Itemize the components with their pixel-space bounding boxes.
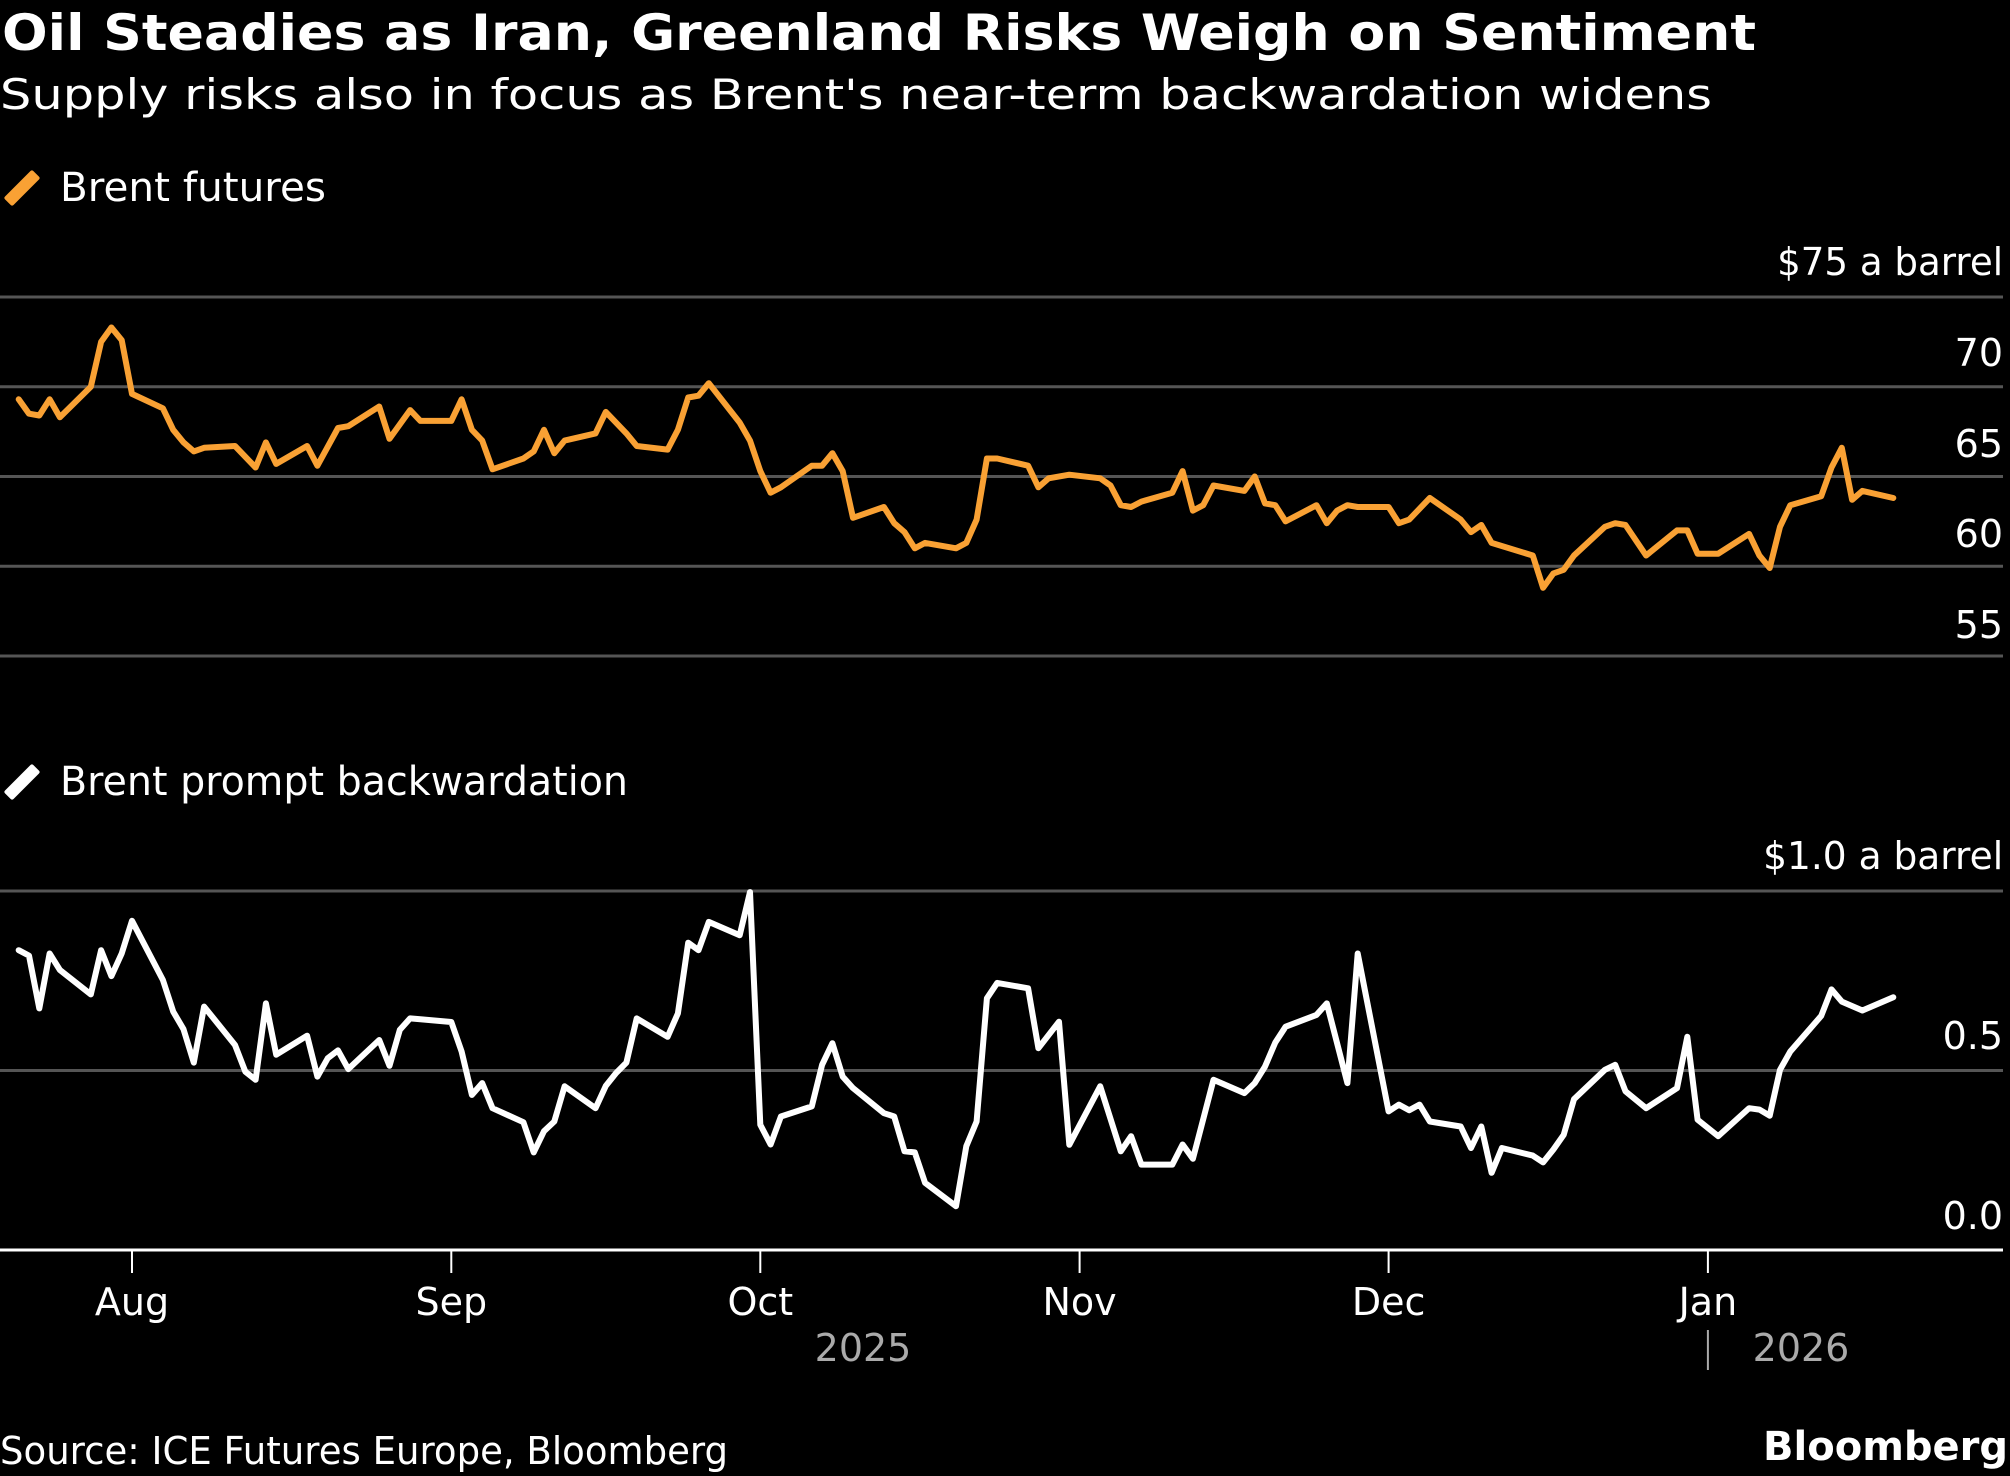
- legend-label: Brent prompt backwardation: [60, 759, 628, 805]
- series-line-brent-backwardation: [15, 889, 1897, 1210]
- x-tick-label: Aug: [94, 1280, 170, 1324]
- ytick-label: 0.0: [1942, 1194, 2003, 1238]
- ytick-label: 70: [1954, 331, 2003, 375]
- bottom-unit-label: $1.0 a barrel: [1763, 834, 2003, 878]
- x-tick-label: Dec: [1351, 1280, 1426, 1324]
- x-tick-label: Sep: [415, 1280, 488, 1324]
- year-label: 2025: [814, 1326, 912, 1370]
- legend-brent-futures: Brent futures: [0, 163, 326, 213]
- ytick-label: 65: [1954, 422, 2003, 466]
- ytick-label: 55: [1954, 603, 2003, 647]
- source-note: Source: ICE Futures Europe, Bloomberg: [0, 1429, 728, 1473]
- x-tick-label: Oct: [727, 1280, 794, 1324]
- ytick-label: 0.5: [1942, 1014, 2003, 1058]
- year-label: 2026: [1752, 1326, 1850, 1370]
- legend-label: Brent futures: [60, 165, 326, 211]
- bloomberg-logo: Bloomberg: [1763, 1424, 2008, 1470]
- x-tick-label: Jan: [1678, 1280, 1738, 1324]
- series-line-brent-futures: [15, 324, 1897, 591]
- ytick-label: 60: [1954, 512, 2003, 556]
- top-unit-label: $75 a barrel: [1777, 240, 2003, 284]
- x-tick-label: Nov: [1042, 1280, 1117, 1324]
- chart-title: Oil Steadies as Iran, Greenland Risks We…: [2, 4, 1756, 62]
- chart-subtitle: Supply risks also in focus as Brent's ne…: [0, 70, 1712, 119]
- legend-brent-backwardation: Brent prompt backwardation: [0, 757, 628, 807]
